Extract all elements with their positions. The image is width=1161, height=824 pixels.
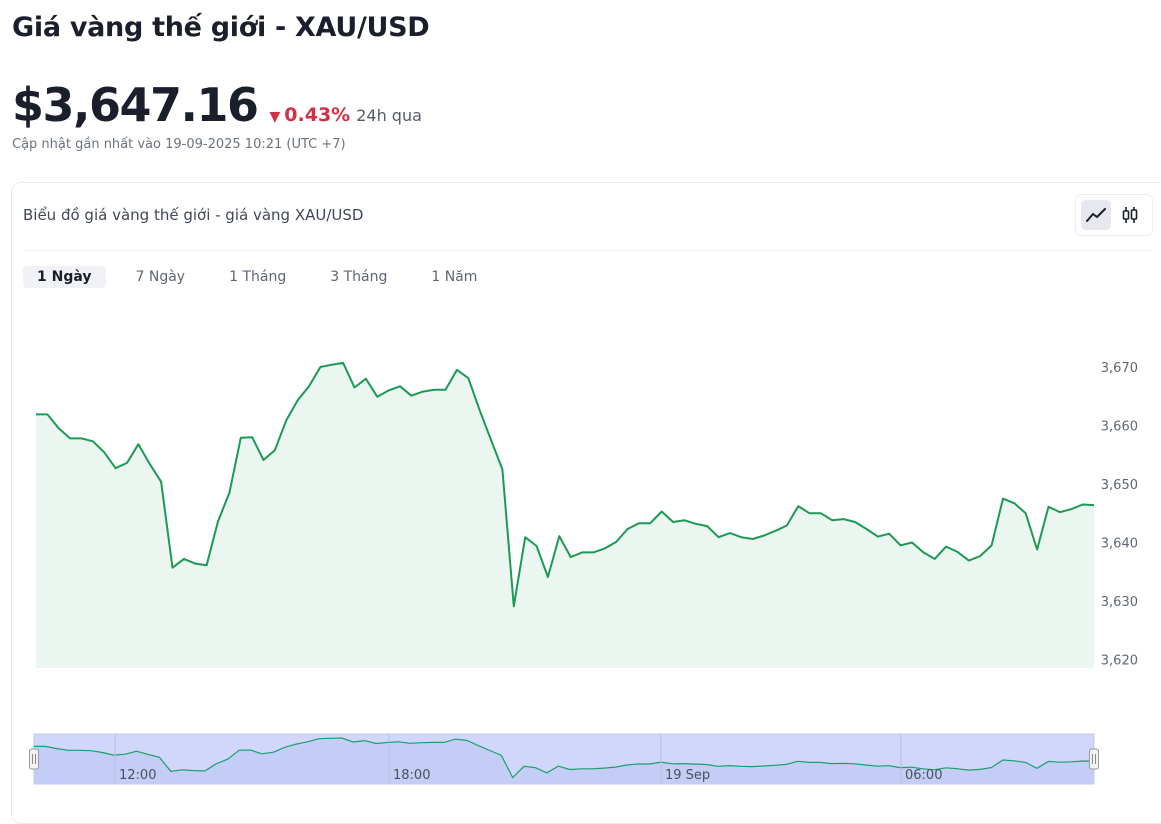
handle-grip (1089, 748, 1099, 770)
card-divider (23, 250, 1152, 251)
chart-card: Biểu đồ giá vàng thế giới - giá vàng XAU… (11, 182, 1161, 824)
handle-grip (29, 748, 39, 770)
tab-3-months[interactable]: 3 Tháng (330, 269, 388, 285)
y-tick-label: 3,650 (1101, 478, 1138, 493)
tab-7-days[interactable]: 7 Ngày (135, 269, 186, 285)
y-tick-label: 3,630 (1101, 595, 1138, 610)
down-arrow-icon: ▼ (269, 109, 281, 125)
line-chart-icon (1086, 208, 1106, 222)
navigator-left-handle[interactable] (29, 748, 39, 770)
tab-1-day[interactable]: 1 Ngày (23, 266, 106, 288)
chart-title: Biểu đồ giá vàng thế giới - giá vàng XAU… (23, 206, 364, 224)
navigator-time-label: 06:00 (905, 768, 942, 783)
current-price: $3,647.16 (12, 78, 259, 132)
navigator-time-label: 12:00 (119, 768, 156, 783)
y-tick-label: 3,670 (1101, 361, 1138, 376)
line-chart-button[interactable] (1081, 200, 1111, 230)
price-change: 0.43% (284, 104, 351, 126)
change-period: 24h qua (356, 106, 422, 125)
y-tick-label: 3,660 (1101, 420, 1138, 435)
navigator-line (34, 737, 1095, 779)
navigator-area (34, 738, 1094, 784)
tab-1-year[interactable]: 1 Năm (431, 269, 478, 285)
navigator-time-label: 19 Sep (665, 768, 710, 783)
candlestick-chart-button[interactable] (1115, 200, 1145, 230)
chart-type-switch (1075, 194, 1153, 236)
navigator-time-label: 18:00 (393, 768, 430, 783)
price-chart: 3,670 3,660 3,650 3,640 3,630 3,620 12:00 18:00… (29, 361, 1138, 785)
price-area-fill (36, 362, 1094, 668)
price-line (36, 361, 1095, 608)
candlestick-icon (1122, 207, 1138, 223)
y-tick-label: 3,640 (1101, 537, 1138, 552)
tab-1-month[interactable]: 1 Tháng (229, 269, 287, 285)
y-tick-label: 3,620 (1101, 654, 1138, 669)
navigator-right-handle[interactable] (1089, 748, 1099, 770)
last-updated: Cập nhật gần nhất vào 19-09-2025 10:21 (… (12, 137, 346, 152)
page-title: Giá vàng thế giới - XAU/USD (12, 12, 430, 43)
range-tabs: 1 Ngày 7 Ngày 1 Tháng 3 Tháng 1 Năm (23, 266, 507, 288)
price-row: $3,647.16 ▼ 0.43% 24h qua (12, 78, 422, 138)
